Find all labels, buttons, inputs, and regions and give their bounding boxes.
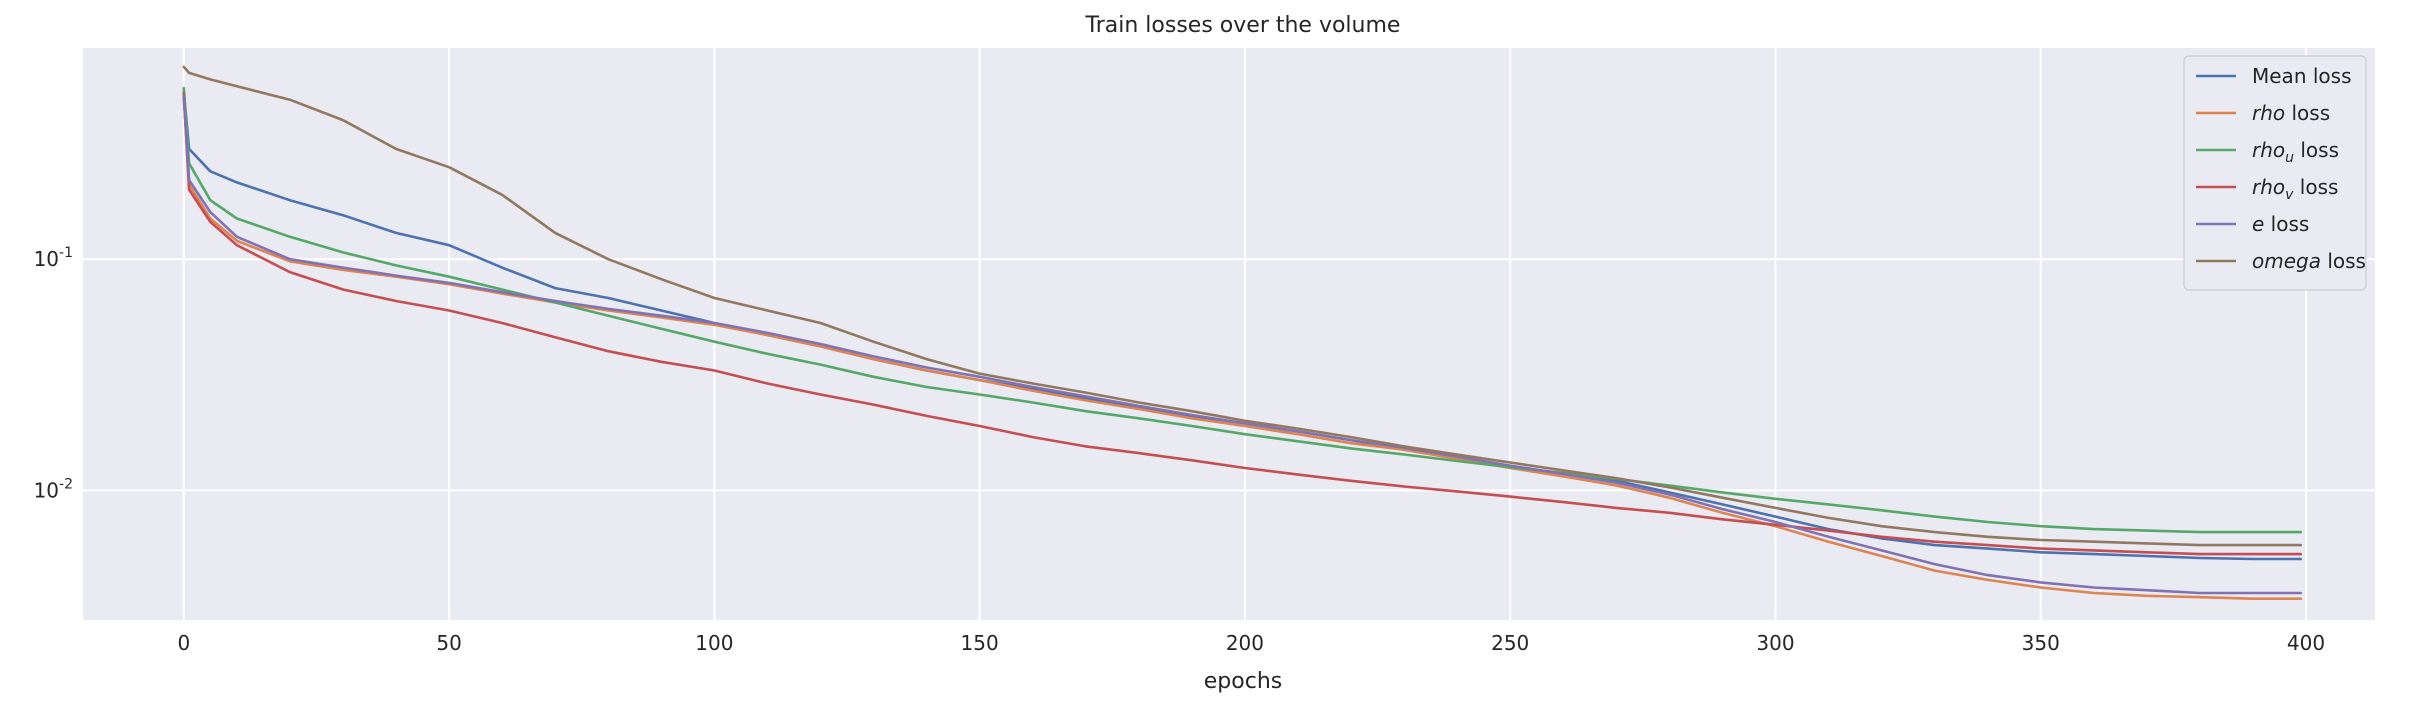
grid-lines	[83, 48, 2375, 620]
x-tick-label: 150	[961, 631, 999, 655]
series-line-2	[182, 86, 2302, 534]
y-axis-ticks: 10-1 10-2	[34, 245, 73, 502]
legend-entry: rhov loss	[2252, 175, 2338, 203]
legend-box	[2183, 55, 2367, 291]
x-tick-label: 400	[2287, 631, 2325, 655]
chart-title: Train losses over the volume	[1085, 13, 1401, 38]
x-tick-label: 250	[1491, 631, 1529, 655]
series-line-5	[182, 65, 2302, 547]
x-axis-label: epochs	[1204, 669, 1282, 694]
x-tick-label: 50	[436, 631, 461, 655]
legend-entry: Mean loss	[2252, 64, 2352, 88]
x-tick-label: 300	[1756, 631, 1794, 655]
plot-area	[83, 48, 2375, 620]
x-axis-ticks: 0 50 100 150 200 250 300 350 400	[177, 631, 2325, 655]
legend-entry: omega loss	[2252, 249, 2366, 273]
x-tick-label: 0	[177, 631, 190, 655]
legend-entry: rhou loss	[2252, 138, 2339, 166]
series-lines	[182, 65, 2302, 601]
x-tick-label: 200	[1226, 631, 1264, 655]
legend-entry: e loss	[2252, 212, 2309, 236]
series-line-4	[182, 94, 2302, 595]
x-tick-label: 350	[2022, 631, 2060, 655]
y-tick-label: 10-1	[34, 245, 73, 271]
legend: Mean loss rho loss rhou loss rhov loss e los…	[2183, 55, 2367, 291]
y-tick-label: 10-2	[34, 476, 73, 502]
x-tick-label: 100	[695, 631, 733, 655]
legend-entry: rho loss	[2252, 101, 2330, 125]
series-line-3	[182, 92, 2302, 556]
